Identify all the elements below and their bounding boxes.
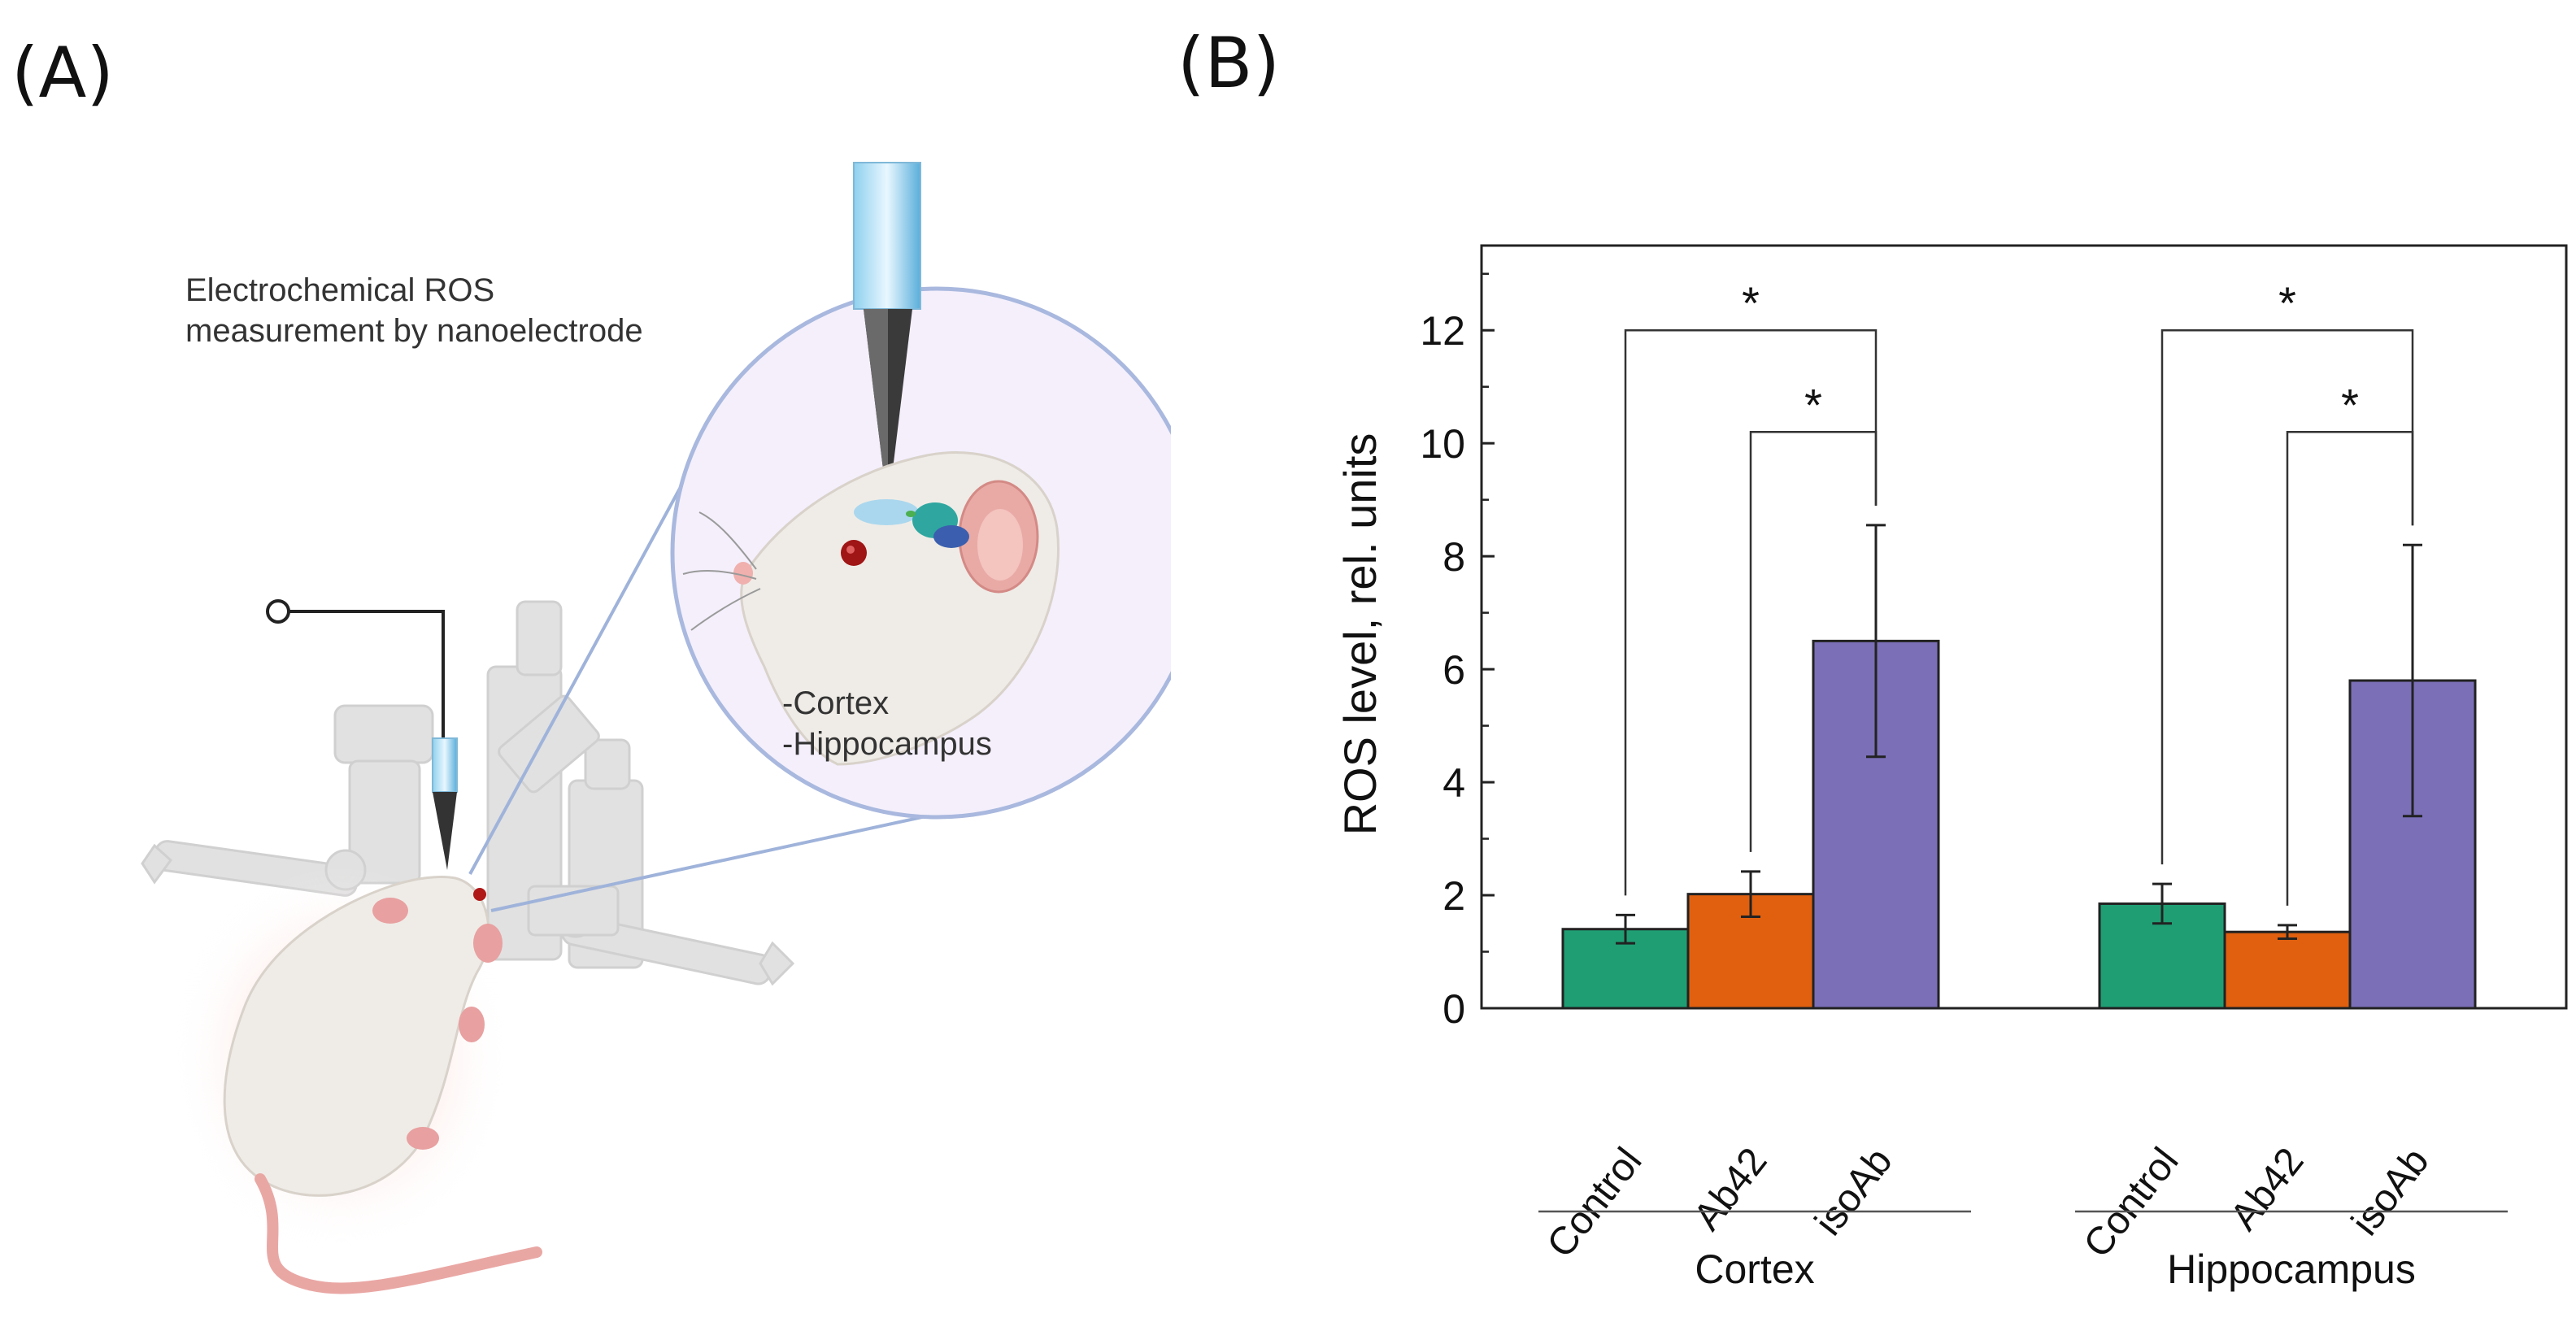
significance-star: * xyxy=(1742,277,1760,328)
region-hippocampus: -Hippocampus xyxy=(782,726,992,762)
x-category-label: isoAb xyxy=(2343,1140,2438,1243)
y-tick-label: 12 xyxy=(1420,308,1465,354)
nanoelectrode-illustration xyxy=(141,162,1171,1294)
significance-star: * xyxy=(2278,277,2296,328)
x-category-label: Ab42 xyxy=(1686,1140,1776,1238)
rat-body xyxy=(171,862,542,1294)
significance-bracket xyxy=(1624,328,1878,896)
x-category-label: Control xyxy=(1539,1140,1651,1266)
panel-label-b: (B) xyxy=(1177,23,1281,104)
y-tick-label: 8 xyxy=(1442,534,1465,580)
significance-bracket xyxy=(2160,328,2414,865)
illustration-caption: Electrochemical ROS measurement by nanoe… xyxy=(185,270,771,351)
y-tick-label: 0 xyxy=(1442,986,1465,1032)
region-list: -Cortex -Hippocampus xyxy=(782,683,992,764)
significance-star: * xyxy=(2341,379,2359,430)
bar-ab42 xyxy=(2223,930,2352,1010)
significance-star: * xyxy=(1804,379,1822,430)
small-nanoelectrode xyxy=(432,737,458,870)
region-cortex: -Cortex xyxy=(782,685,890,721)
x-category-label: Ab42 xyxy=(2222,1140,2313,1238)
magnification-lines xyxy=(468,440,998,912)
y-axis: 0 2 4 6 8 10 12 xyxy=(1420,272,1495,1032)
x-category-label: isoAb xyxy=(1807,1140,1901,1243)
significance-bracket xyxy=(1749,431,1878,852)
y-tick-label: 2 xyxy=(1442,873,1465,919)
significance-brackets: * * * * xyxy=(1624,277,2414,906)
magnified-view xyxy=(670,162,1171,820)
y-tick-label: 10 xyxy=(1420,421,1465,467)
group-label: Hippocampus xyxy=(2167,1246,2416,1292)
plot-frame xyxy=(1480,244,2568,1010)
y-tick-label: 4 xyxy=(1442,760,1465,806)
caption-line-2: measurement by nanoelectrode xyxy=(185,313,643,349)
bars xyxy=(1561,524,2477,1010)
significance-bracket xyxy=(2286,431,2414,906)
group-label: Cortex xyxy=(1695,1246,1814,1292)
y-tick-label: 6 xyxy=(1442,647,1465,693)
y-axis-label: ROS level, rel. units xyxy=(1334,433,1386,836)
caption-line-1: Electrochemical ROS xyxy=(185,272,495,308)
panel-label-a: (A) xyxy=(11,33,114,114)
